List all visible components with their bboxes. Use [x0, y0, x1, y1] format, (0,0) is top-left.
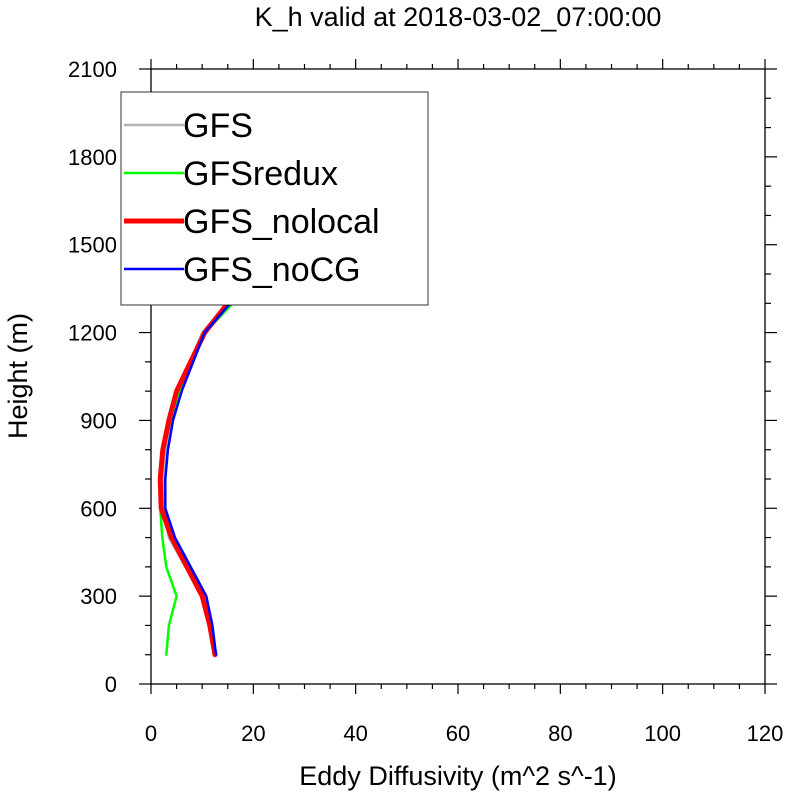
legend-label: GFSredux: [183, 155, 338, 193]
x-tick-label: 0: [145, 721, 157, 746]
y-axis-title: Height (m): [3, 313, 33, 439]
y-tick-label: 0: [105, 672, 117, 697]
legend-label: GFS_nolocal: [183, 203, 380, 241]
y-tick-label: 2100: [68, 57, 117, 82]
x-axis-title: Eddy Diffusivity (m^2 s^-1): [299, 761, 616, 791]
y-tick-label: 900: [80, 408, 117, 433]
legend-label: GFS_noCG: [183, 251, 361, 289]
x-tick-label: 100: [644, 721, 681, 746]
plot-frame: [150, 68, 766, 685]
y-tick-label: 300: [80, 584, 117, 609]
x-tick-label: 80: [548, 721, 572, 746]
y-tick-label: 1200: [68, 321, 117, 346]
y-tick-label: 1800: [68, 145, 117, 170]
legend-label: GFS: [183, 107, 253, 145]
y-tick-label: 1500: [68, 233, 117, 258]
legend: GFS GFSredux GFS_nolocal GFS_noCG: [120, 91, 429, 306]
x-tick-label: 20: [241, 721, 265, 746]
tick-labels: 0 20 40 60 80 100 1200300600900120015001800210…: [68, 57, 783, 746]
x-tick-label: 60: [446, 721, 470, 746]
chart-title: K_h valid at 2018-03-02_07:00:00: [255, 2, 662, 32]
y-tick-label: 600: [80, 496, 117, 521]
x-tick-label: 120: [747, 721, 784, 746]
tick-marks: [139, 59, 777, 694]
x-tick-label: 40: [343, 721, 367, 746]
